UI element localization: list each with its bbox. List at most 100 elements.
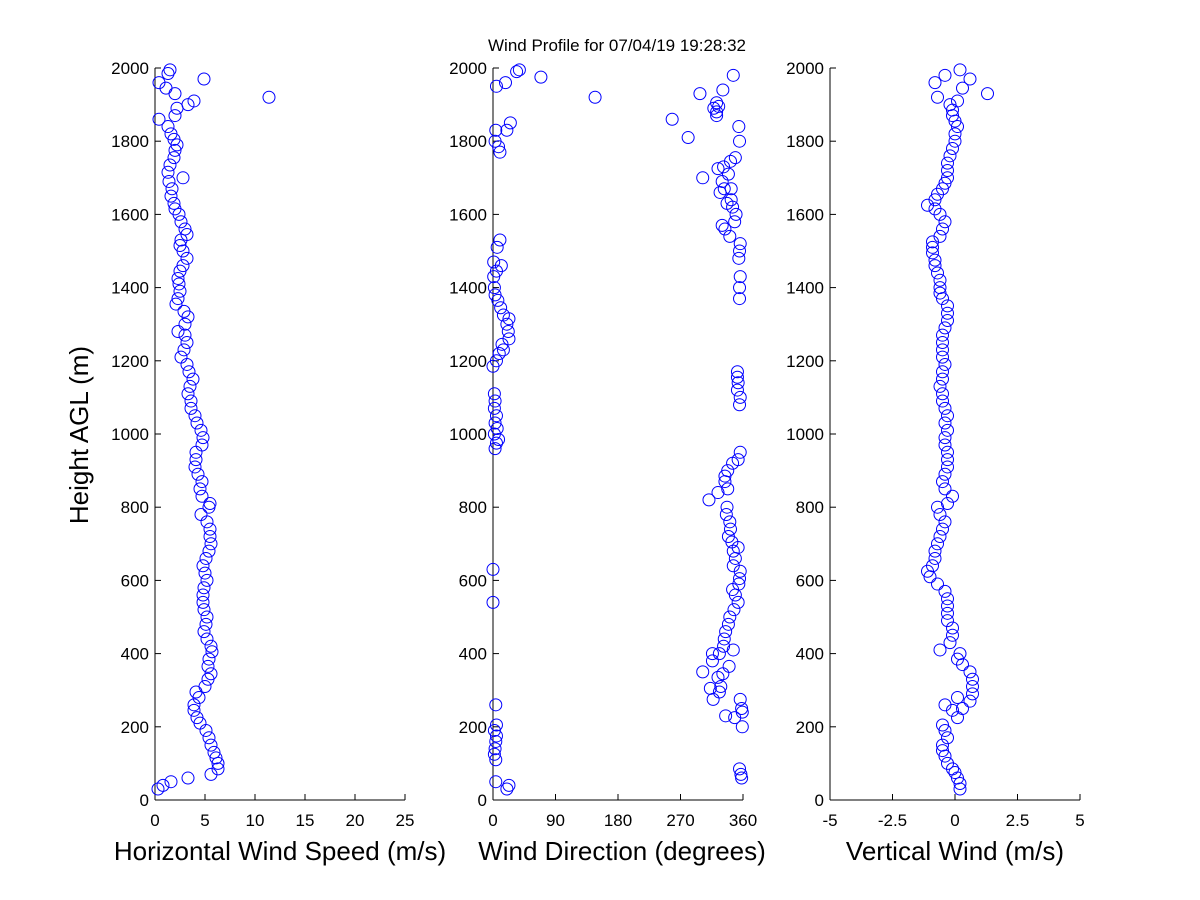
data-point [200, 515, 214, 529]
data-point [933, 379, 947, 393]
y-tick-label: 600 [121, 571, 149, 590]
data-point [194, 423, 208, 437]
data-point [165, 182, 179, 196]
data-point [199, 551, 213, 565]
data-point [926, 240, 939, 254]
data-point [705, 654, 719, 668]
data-point [489, 775, 503, 789]
data-point [941, 497, 954, 511]
data-point [941, 299, 954, 313]
data-point [204, 667, 218, 681]
data-point [167, 151, 181, 165]
data-point [492, 346, 506, 360]
data-point [941, 156, 954, 170]
y-tick-label: 1800 [111, 132, 149, 151]
data-point [202, 652, 216, 666]
data-point [176, 259, 190, 273]
data-point [197, 625, 211, 639]
data-point [493, 145, 507, 159]
data-point [926, 246, 939, 260]
data-point [184, 394, 198, 408]
data-point [197, 581, 211, 595]
data-point [177, 343, 191, 357]
data-point [951, 691, 964, 705]
data-point [200, 610, 214, 624]
y-tick-label: 1400 [449, 279, 487, 298]
data-point [938, 698, 952, 712]
data-point [702, 493, 716, 507]
data-point [941, 460, 954, 474]
data-point [722, 659, 736, 673]
data-point [938, 431, 952, 445]
data-point [500, 317, 514, 331]
data-point [730, 370, 744, 384]
data-point [486, 562, 500, 576]
data-point [178, 328, 192, 342]
x-tick-label: 270 [666, 811, 694, 830]
data-point [167, 196, 181, 210]
x-tick-label: 25 [396, 811, 415, 830]
data-point [176, 171, 190, 185]
data-point [172, 277, 186, 291]
data-point [948, 127, 962, 141]
data-point [966, 680, 979, 694]
data-point [489, 409, 503, 423]
data-point [728, 551, 742, 565]
data-point [715, 218, 729, 232]
data-point [721, 529, 735, 543]
data-point [928, 202, 942, 216]
x-tick-label: -5 [822, 811, 837, 830]
data-point [182, 365, 196, 379]
data-point [588, 90, 602, 104]
x-axis-label: Horizontal Wind Speed (m/s) [114, 836, 446, 866]
data-point [180, 357, 194, 371]
data-point [933, 273, 947, 287]
data-point [936, 343, 949, 357]
data-point [956, 81, 969, 95]
data-point [717, 632, 731, 646]
data-point [711, 670, 725, 684]
y-tick-label: 1600 [786, 205, 824, 224]
data-point [953, 777, 967, 791]
x-tick-label: 5 [200, 811, 209, 830]
data-point [933, 281, 947, 295]
data-point [502, 332, 516, 346]
data-point [169, 297, 183, 311]
data-point [946, 489, 959, 503]
data-point [177, 304, 191, 318]
data-point [152, 76, 166, 90]
data-point [931, 90, 944, 104]
data-point [724, 193, 738, 207]
data-point [966, 672, 979, 686]
data-point [941, 445, 954, 459]
data-point [726, 643, 740, 657]
data-point [207, 745, 221, 759]
data-point [732, 577, 746, 591]
data-point [712, 647, 726, 661]
data-point [733, 292, 747, 306]
data-point [721, 482, 735, 496]
data-point [936, 222, 949, 236]
data-point [731, 376, 745, 390]
data-point [200, 573, 214, 587]
data-point [733, 398, 747, 412]
data-point [951, 94, 964, 108]
data-point [705, 647, 719, 661]
data-point [731, 453, 745, 467]
data-point [200, 632, 214, 646]
data-point [941, 306, 954, 320]
data-point [205, 645, 219, 659]
data-point [201, 659, 215, 673]
data-point [693, 87, 707, 101]
data-point [938, 321, 952, 335]
data-point [719, 709, 733, 723]
x-tick-label: 2.5 [1006, 811, 1030, 830]
data-point [168, 202, 182, 216]
data-point [723, 515, 737, 529]
data-point [941, 614, 954, 628]
data-point [496, 308, 510, 322]
data-point [941, 314, 954, 328]
data-point [733, 445, 747, 459]
data-point [928, 76, 942, 90]
